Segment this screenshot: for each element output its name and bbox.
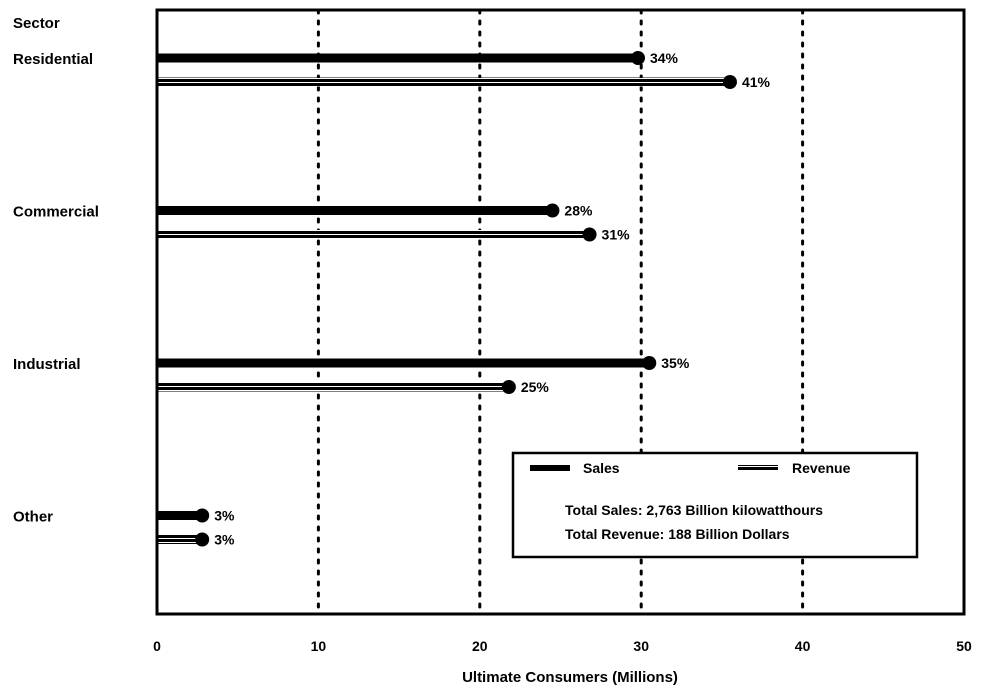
data-label: 34% xyxy=(650,50,679,66)
data-label: 3% xyxy=(214,532,235,548)
category-axis-title: Sector xyxy=(13,15,60,32)
data-label: 31% xyxy=(602,227,631,243)
bar-revenue xyxy=(157,382,509,392)
x-tick-label: 40 xyxy=(795,638,811,654)
bar-end-marker xyxy=(630,51,645,65)
bar-end-marker xyxy=(501,380,516,394)
x-axis-title: Ultimate Consumers (Millions) xyxy=(462,669,678,686)
bar-end-marker xyxy=(642,356,657,370)
category-label: Residential xyxy=(13,51,93,68)
bar-revenue xyxy=(157,77,730,87)
category-label: Other xyxy=(13,509,53,526)
bar-end-marker xyxy=(195,508,210,523)
bar-sales xyxy=(157,206,553,215)
x-tick-label: 0 xyxy=(153,638,161,654)
legend-note-total-revenue: Total Revenue: 188 Billion Dollars xyxy=(565,526,790,542)
legend-swatch-revenue xyxy=(738,465,778,471)
data-label: 3% xyxy=(214,508,235,524)
grid-lines xyxy=(316,8,805,616)
bar-revenue xyxy=(157,230,590,239)
x-tick-label: 50 xyxy=(956,638,972,654)
bar-end-marker xyxy=(195,532,210,547)
legend: Sales Revenue Total Sales: 2,763 Billion… xyxy=(511,451,919,559)
x-tick-label: 20 xyxy=(472,638,488,654)
labels: Sector Ultimate Consumers (Millions) 0 10… xyxy=(13,15,972,686)
category-label: Industrial xyxy=(13,356,81,373)
bar-sales xyxy=(157,358,650,368)
bar-sales xyxy=(157,53,638,63)
bar-revenue xyxy=(157,535,203,544)
x-tick-label: 10 xyxy=(311,638,327,654)
plot-frame xyxy=(155,8,966,616)
x-tick-label: 30 xyxy=(633,638,649,654)
category-label: Commercial xyxy=(13,204,99,221)
bars xyxy=(157,51,737,547)
bar-end-marker xyxy=(582,227,597,242)
legend-label-revenue: Revenue xyxy=(792,460,851,476)
bar-end-marker xyxy=(722,75,737,89)
data-label: 35% xyxy=(661,355,690,371)
legend-box xyxy=(511,451,919,559)
data-label: 41% xyxy=(742,74,771,90)
data-label: 28% xyxy=(564,203,593,219)
data-label: 25% xyxy=(521,379,550,395)
bar-end-marker xyxy=(545,203,560,218)
bar-sales xyxy=(157,511,203,520)
legend-note-total-sales: Total Sales: 2,763 Billion kilowatthours xyxy=(565,502,823,518)
legend-swatch-sales xyxy=(530,465,570,471)
legend-label-sales: Sales xyxy=(583,460,620,476)
